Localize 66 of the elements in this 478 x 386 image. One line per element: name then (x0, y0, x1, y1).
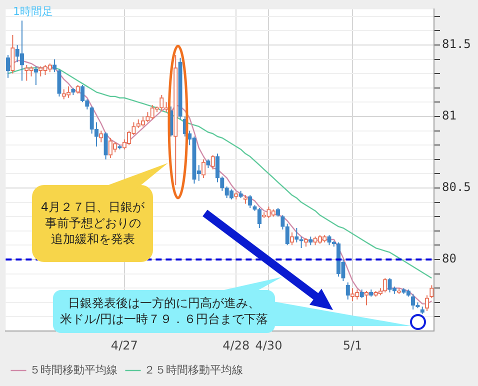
candlestick (406, 289, 410, 298)
candlestick (140, 116, 146, 127)
annotation: 4月２７日、日銀が事前予想どおりの追加緩和を発表 (40, 199, 146, 247)
candlestick (280, 214, 285, 230)
candlestick (378, 288, 383, 296)
candlestick (369, 289, 374, 298)
candlestick (108, 137, 113, 158)
legend-label: ２５時間移動平均線 (144, 363, 243, 376)
candlestick (327, 234, 332, 246)
x-tick-label: 4/30 (255, 338, 282, 352)
candlestick (229, 188, 234, 200)
candlestick (402, 288, 406, 294)
y-tick-label: 80.5 (442, 180, 471, 194)
candlestick (234, 192, 238, 200)
candlestick (276, 208, 280, 218)
annotation: 日銀発表後は一方的に円高が進み、米ドル/円は一時７９．６円台まで下落 (58, 295, 270, 327)
y-tick-label: 81 (442, 108, 456, 123)
x-tick-label: 5/1 (342, 338, 362, 352)
x-tick-label: 4/27 (110, 338, 138, 352)
candlestick (257, 208, 262, 229)
candlestick (285, 223, 290, 246)
candlestick (271, 208, 276, 218)
candlestick (238, 190, 243, 198)
candlestick (350, 288, 355, 302)
candlestick (201, 158, 206, 178)
candlestick (6, 54, 10, 78)
candlestick (206, 158, 210, 168)
candlestick (34, 66, 38, 86)
candlestick (76, 84, 80, 94)
candlestick (104, 132, 108, 160)
candlestick (383, 278, 388, 293)
candlestick (38, 66, 43, 77)
candlestick (10, 34, 15, 74)
candlestick (252, 204, 257, 212)
candlestick (52, 58, 57, 73)
candlestick (346, 282, 350, 300)
candlestick (57, 68, 62, 97)
candlestick (29, 66, 34, 77)
candlestick (43, 64, 48, 76)
candlestick (126, 130, 132, 146)
candlestick (24, 64, 29, 82)
candlestick (220, 176, 224, 192)
candlestick (80, 84, 85, 103)
candlestick (48, 63, 52, 73)
candlestick (304, 238, 308, 248)
legend-label: ５時間移動平均線 (30, 363, 118, 376)
candlestick (178, 57, 182, 120)
candlestick (420, 306, 424, 314)
candlestick (192, 136, 196, 184)
candlestick (210, 154, 215, 170)
candlestick (66, 86, 71, 98)
annotation: 1時間足 (13, 4, 53, 20)
y-tick-label: 80 (442, 252, 456, 266)
candlestick (215, 153, 220, 183)
candlestick (360, 289, 364, 299)
candlestick (20, 20, 24, 82)
candlestick (99, 130, 104, 143)
candlestick (424, 294, 430, 312)
candlestick (308, 236, 313, 246)
candlestick (294, 228, 299, 243)
candlestick (248, 194, 252, 208)
candlestick (174, 54, 178, 186)
x-tick-label: 4/28 (222, 338, 250, 352)
candlestick (71, 87, 76, 96)
candlestick (364, 290, 369, 306)
y-tick-label: 81.5 (442, 37, 471, 52)
